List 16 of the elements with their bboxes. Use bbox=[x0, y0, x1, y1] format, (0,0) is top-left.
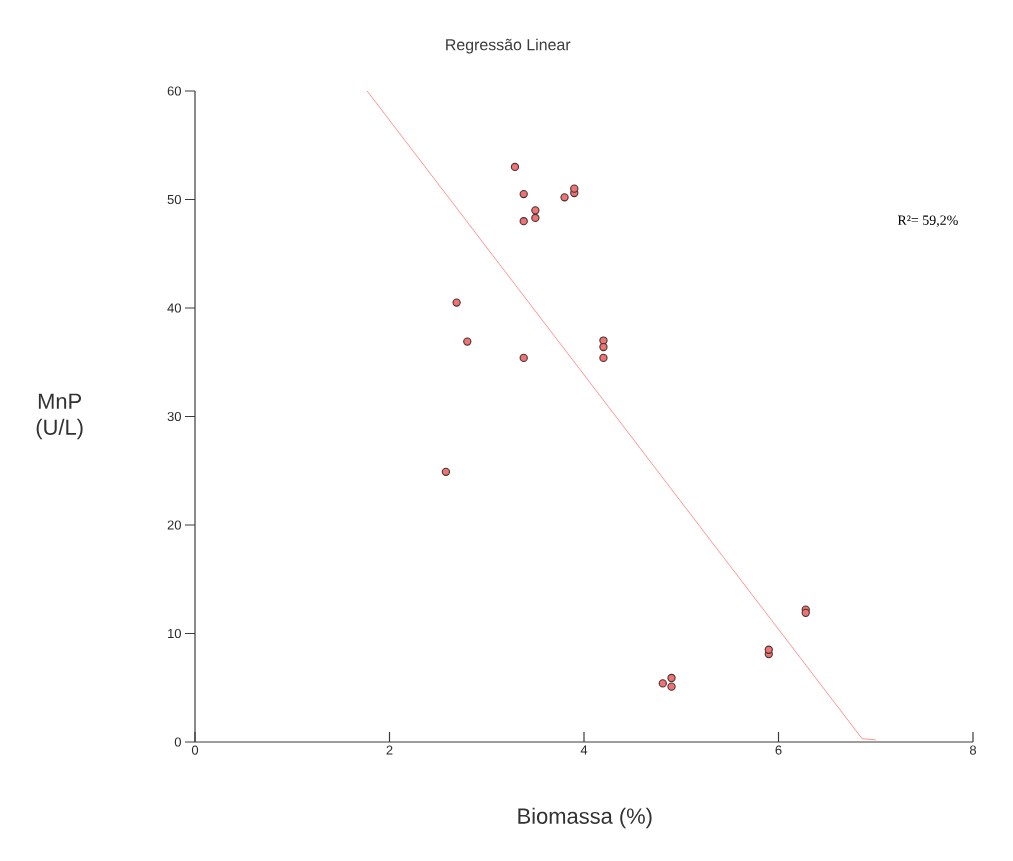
y-tick-label: 40 bbox=[167, 303, 181, 313]
y-tick-label: 60 bbox=[167, 86, 181, 96]
y-tick-label: 10 bbox=[168, 628, 181, 639]
chart-title: Regressão Linear bbox=[446, 38, 571, 54]
y-tick-label: 20 bbox=[167, 520, 181, 530]
x-tick-label: 0 bbox=[191, 745, 199, 755]
y-tick-label: 0 bbox=[174, 737, 181, 747]
x-tick-label: 8 bbox=[969, 745, 977, 755]
y-tick-label: 30 bbox=[167, 411, 181, 422]
annotation: R²= 59,2% bbox=[897, 215, 958, 227]
x-tick-label: 6 bbox=[775, 745, 782, 755]
y-axis-title: MnP (U/L) bbox=[36, 393, 83, 440]
x-tick-label: 2 bbox=[386, 745, 393, 755]
x-tick-label: 4 bbox=[580, 745, 588, 755]
y-tick-label: 50 bbox=[167, 194, 181, 205]
x-axis-title: Biomassa (%) bbox=[518, 807, 652, 829]
